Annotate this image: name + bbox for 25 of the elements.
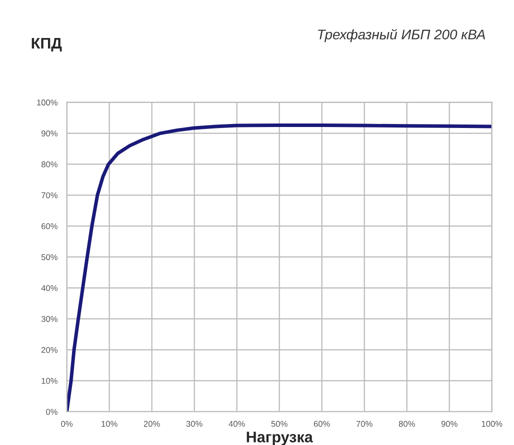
x-axis-title: Нагрузка (246, 432, 313, 445)
y-tick-label: 50% (41, 254, 58, 260)
x-tick-label: 30% (186, 420, 202, 427)
y-tick-label: 10% (42, 378, 58, 384)
y-tick-label: 0% (46, 408, 58, 415)
y-tick-label: 40% (41, 285, 58, 292)
x-tick-label: 40% (228, 420, 245, 427)
chart-title: Трехфазный ИБП 200 кВА (318, 29, 485, 42)
x-tick-label: 60% (314, 420, 330, 427)
x-tick-label: 50% (271, 420, 288, 427)
x-tick-label: 80% (398, 420, 415, 427)
x-tick-label: 70% (356, 420, 372, 427)
x-tick-label: 10% (102, 420, 118, 427)
y-tick-label: 60% (42, 223, 58, 230)
x-tick-label: 90% (441, 420, 458, 427)
y-tick-label: 90% (42, 130, 58, 136)
y-tick-label: 30% (41, 316, 58, 322)
y-axis-title: КПД (32, 38, 62, 52)
y-tick-label: 100% (37, 100, 58, 106)
x-tick-label: 0% (61, 420, 73, 427)
y-tick-label: 80% (41, 161, 58, 168)
y-tick-label: 20% (42, 346, 58, 353)
x-tick-label: 100% (482, 420, 502, 427)
x-tick-label: 20% (144, 420, 160, 427)
y-tick-label: 70% (42, 192, 58, 198)
